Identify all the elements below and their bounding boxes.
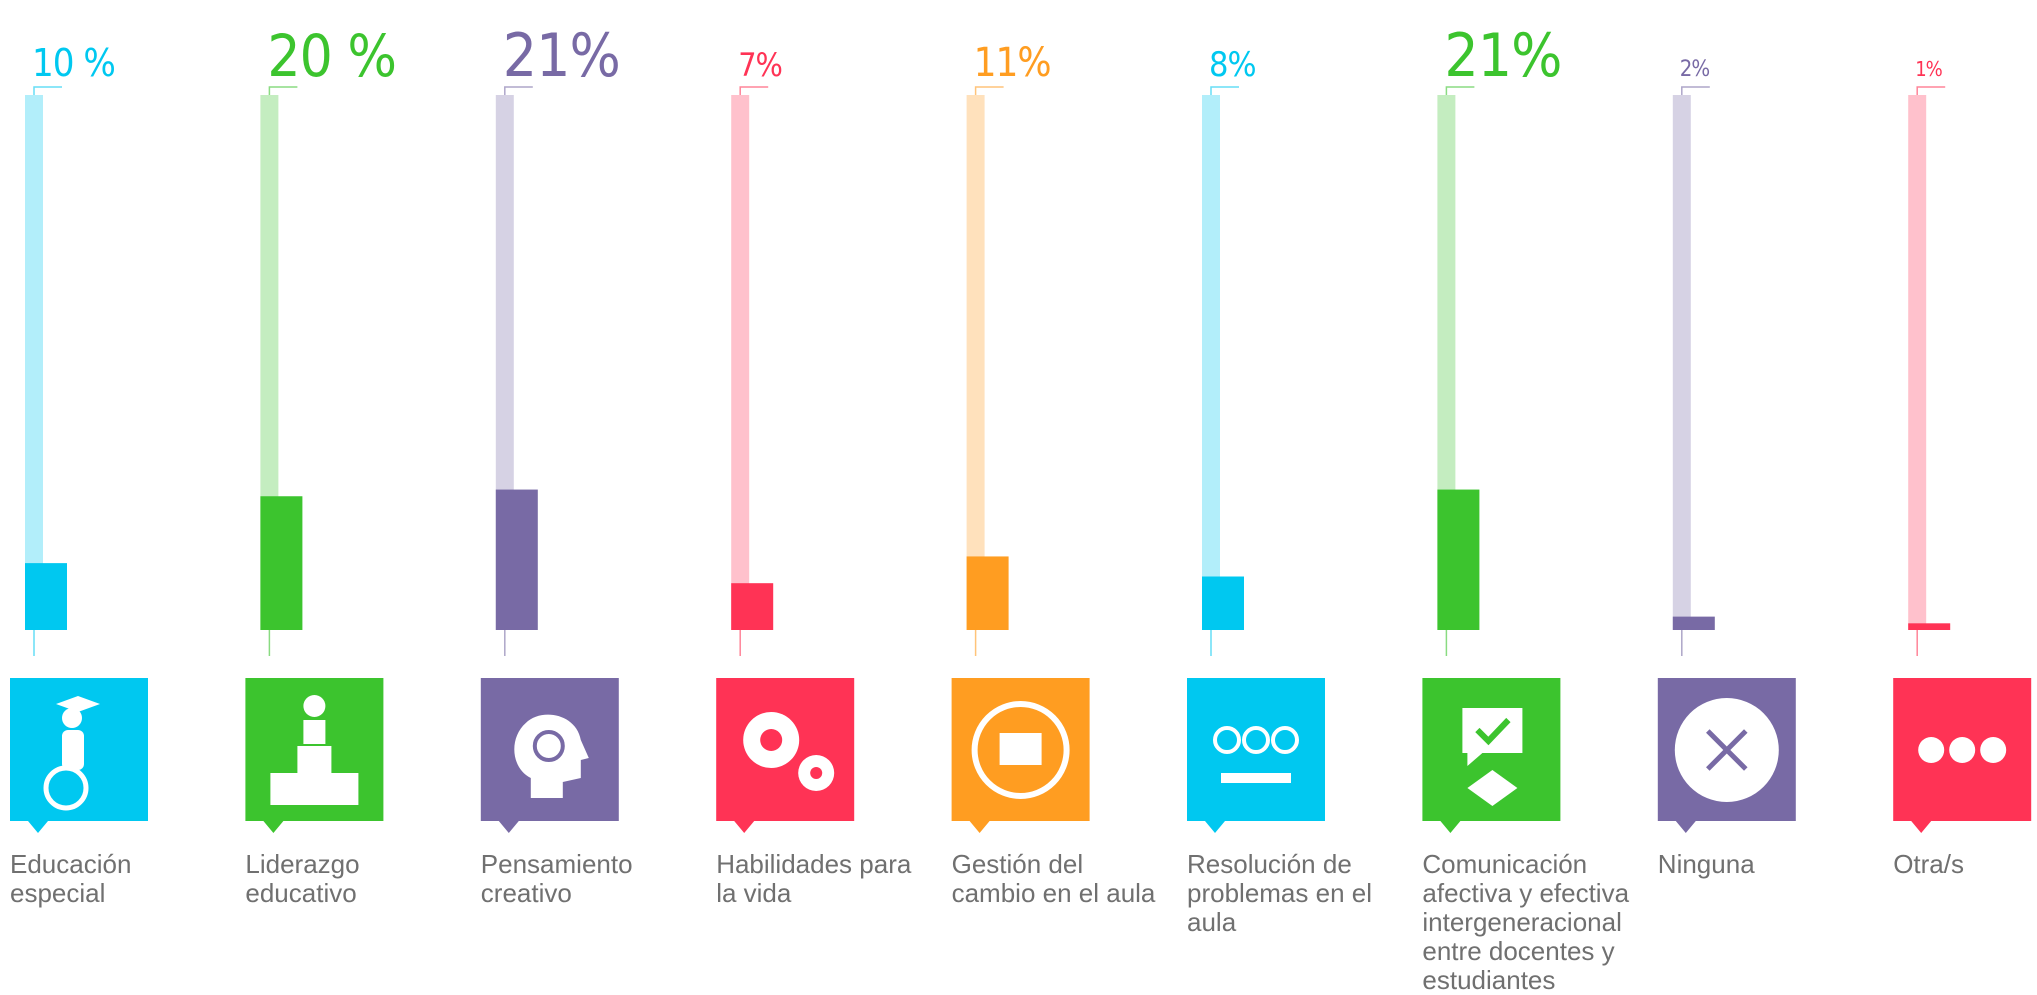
icon [1213,726,1241,754]
icon [43,696,100,811]
icon [760,729,783,751]
icon [810,767,823,779]
category-label: Educación especial [10,849,132,908]
icon [532,730,565,762]
leader [1916,86,1946,95]
value-label: 20 % [267,22,396,90]
bar [260,496,303,630]
bar [1672,616,1715,630]
value-label: 2% [1680,57,1710,82]
value-label: 1% [1915,57,1942,81]
icon [743,712,835,791]
icon [514,714,589,798]
icon [297,746,332,776]
category-label: Resolución de problemas en el aula [1187,849,1372,937]
bar [1908,623,1951,630]
category-label: Liderazgo educativo [245,849,360,908]
leader [739,86,769,95]
icon [1271,726,1299,754]
icon [1918,737,2007,763]
value-label: 11% [974,40,1051,86]
icon [999,733,1042,765]
icon-box [1422,678,1561,833]
icon [270,773,359,805]
leader [974,86,1004,95]
leader [504,86,533,95]
icon [1918,737,1945,763]
bar [731,583,774,630]
track [966,95,985,630]
bar [495,489,538,630]
icon [1980,737,2007,763]
icon [303,720,326,744]
category-label: Habilidades para la vida [716,849,912,908]
category-label: Comunicación afectiva y efectiva interge… [1422,849,1630,995]
value-label: 7% [738,46,782,84]
track [731,95,750,630]
category-label: Otra/s [1893,849,1964,879]
bar [1202,576,1244,630]
icon [1674,698,1779,802]
icon [62,708,82,728]
category-label: Pensamiento creativo [480,849,633,908]
icon [62,730,84,770]
icon [1462,708,1523,806]
icon [1475,717,1511,746]
track [1908,95,1927,630]
value-label: 8% [1209,45,1256,85]
icon [971,701,1070,799]
icon [1213,726,1299,783]
value-label: 10 % [32,41,115,85]
icon [56,696,100,712]
icon [1221,773,1291,783]
bar [25,563,67,630]
icon [1467,770,1518,806]
track [1672,95,1691,630]
category-label: Gestión del cambio en el aula [951,849,1156,908]
leader [1445,86,1475,95]
category-label: Ninguna [1657,849,1755,879]
icon [303,695,326,717]
bar [966,556,1009,630]
track [25,95,43,630]
leader [33,86,62,95]
track [1202,95,1220,630]
icon-box [1187,678,1325,833]
value-label: 21% [503,21,620,91]
icon [1706,729,1748,771]
leader [1681,86,1710,95]
leader [268,86,298,95]
bar [1437,489,1480,630]
icon [270,695,359,805]
leader [1210,86,1239,95]
value-label: 21% [1444,21,1561,91]
icon [1949,737,1976,763]
icon [514,714,589,798]
icon [971,701,1070,799]
icon [1242,726,1270,754]
